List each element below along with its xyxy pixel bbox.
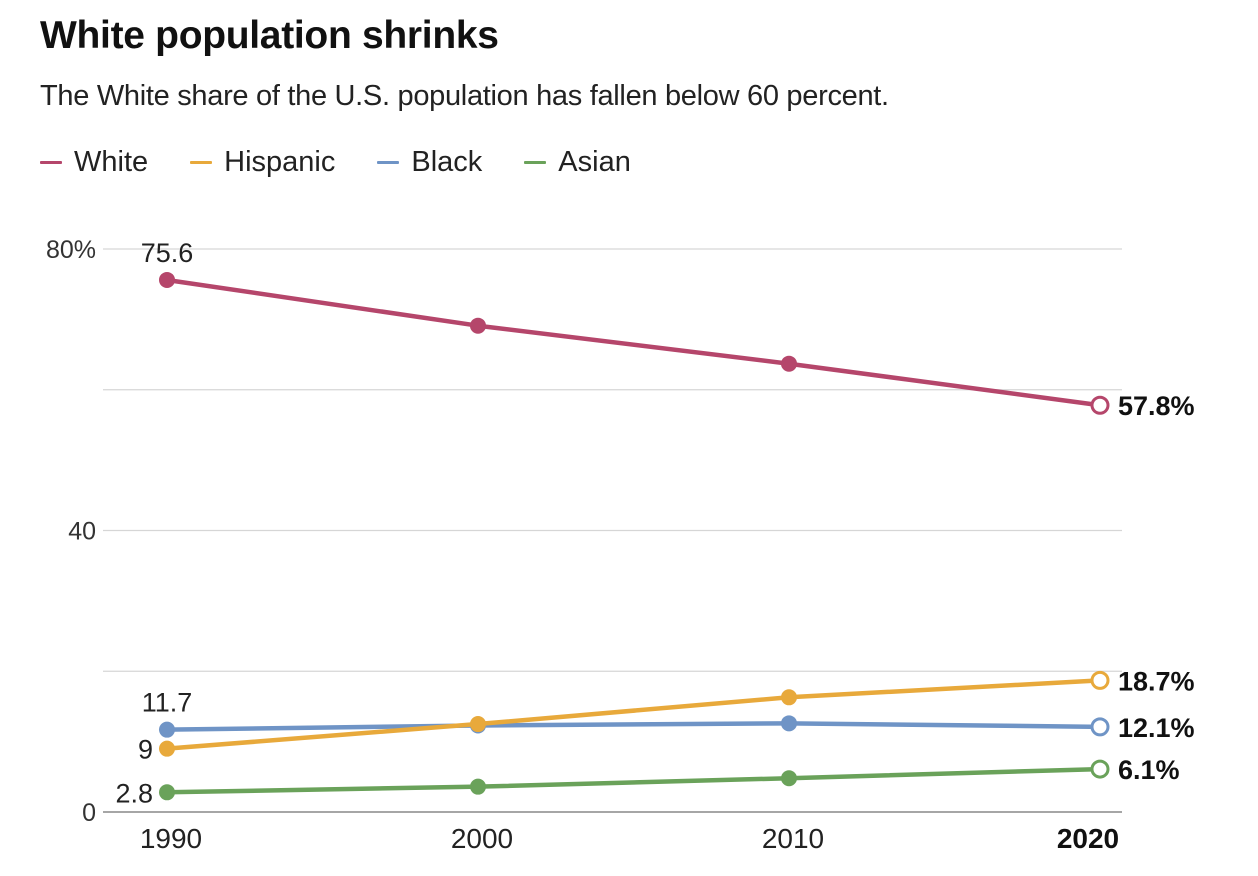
x-tick-label-2010: 2010 — [762, 823, 824, 854]
chart-title: White population shrinks — [40, 14, 499, 57]
line-black — [164, 721, 1103, 732]
end-label-white: 57.8% — [1118, 391, 1195, 421]
line-white — [164, 277, 1103, 408]
data-labels: 75.6 9 11.7 2.8 57.8% 18.7% 12.1% 6.1% — [115, 238, 1194, 808]
legend-item-black: Black — [377, 146, 482, 179]
point-black-2010 — [781, 715, 797, 732]
point-asian-2000 — [470, 778, 486, 795]
start-label-black: 11.7 — [142, 688, 193, 718]
start-label-asian: 2.8 — [115, 778, 153, 808]
legend-label-asian: Asian — [558, 146, 631, 178]
point-hispanic-2020 — [1090, 670, 1110, 690]
point-asian-1990 — [159, 784, 175, 801]
legend: White Hispanic Black Asian — [40, 146, 673, 179]
series-white — [159, 271, 1110, 415]
x-tick-label-2000: 2000 — [451, 823, 513, 854]
legend-swatch-asian — [524, 161, 547, 164]
point-asian-2020 — [1090, 759, 1110, 779]
point-white-2000 — [470, 317, 486, 334]
legend-swatch-white — [40, 161, 62, 164]
point-asian-2010 — [781, 770, 797, 787]
legend-label-hispanic: Hispanic — [224, 146, 336, 178]
x-tick-label-1990: 1990 — [140, 823, 202, 854]
y-axis-labels: 80% 40 0 — [46, 236, 96, 827]
point-hispanic-1990 — [159, 740, 175, 757]
legend-item-hispanic: Hispanic — [190, 146, 335, 179]
point-black-1990 — [159, 721, 175, 738]
start-label-white: 75.6 — [141, 238, 194, 268]
series-lines — [159, 271, 1110, 801]
legend-item-asian: Asian — [524, 146, 631, 179]
point-white-1990 — [159, 271, 175, 288]
start-label-hispanic: 9 — [138, 735, 153, 765]
end-label-hispanic: 18.7% — [1118, 666, 1195, 696]
legend-swatch-black — [377, 161, 400, 164]
x-tick-label-2020: 2020 — [1057, 823, 1119, 854]
line-hispanic — [164, 678, 1103, 751]
point-white-2010 — [781, 355, 797, 372]
x-axis-labels: 1990 2000 2010 2020 — [140, 823, 1119, 854]
legend-label-black: Black — [411, 146, 483, 178]
point-black-2020 — [1090, 717, 1110, 737]
series-asian — [159, 759, 1110, 801]
legend-item-white: White — [40, 146, 148, 179]
legend-swatch-hispanic — [190, 161, 213, 164]
point-hispanic-2010 — [781, 689, 797, 706]
point-white-2020 — [1090, 395, 1110, 415]
series-hispanic — [159, 670, 1110, 757]
end-label-asian: 6.1% — [1118, 755, 1180, 785]
gridlines — [103, 248, 1122, 813]
end-label-black: 12.1% — [1118, 713, 1195, 743]
point-hispanic-2000 — [470, 716, 486, 733]
series-black — [159, 715, 1110, 738]
chart-subtitle: The White share of the U.S. population h… — [40, 80, 889, 112]
line-asian — [164, 766, 1103, 795]
y-tick-label-80: 80% — [46, 236, 96, 264]
legend-label-white: White — [74, 146, 149, 178]
y-tick-label-40: 40 — [68, 518, 96, 546]
y-tick-label-0: 0 — [82, 799, 96, 827]
